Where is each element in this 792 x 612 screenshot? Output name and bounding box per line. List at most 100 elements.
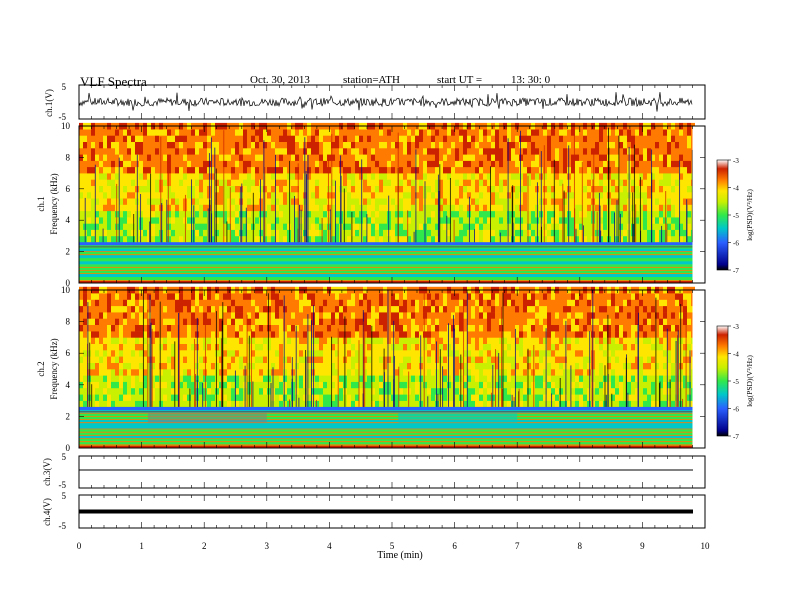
spectrogram-cell — [107, 166, 111, 174]
spectrogram-cell — [379, 135, 383, 142]
spectrogram-cell — [587, 154, 591, 161]
spectrogram-cell — [667, 204, 671, 212]
spectrogram-cell — [271, 312, 275, 319]
spectrogram-cell — [183, 305, 187, 313]
spectrogram-cell — [275, 400, 279, 408]
spectrogram-cell — [543, 154, 547, 161]
spectrogram-cell — [275, 318, 279, 325]
spectrogram-cell — [387, 135, 391, 142]
spectrogram-cell — [439, 235, 443, 243]
spectrogram-cell — [371, 141, 375, 149]
spectrogram-cell — [223, 179, 227, 186]
spectrogram-cell — [555, 135, 559, 142]
spectrogram-cell — [339, 135, 343, 142]
spectrogram-cell — [183, 331, 187, 338]
spectrogram-cell — [231, 185, 235, 193]
spectrogram-cell — [455, 135, 459, 142]
spectrogram-cell — [211, 198, 215, 205]
spectrogram-cell — [687, 160, 691, 168]
spectrogram-cell — [159, 343, 163, 351]
spectrogram-cell — [295, 293, 299, 300]
spectrogram-cell — [471, 204, 475, 212]
spectrogram-cell — [175, 331, 179, 338]
spectrogram-cell — [355, 135, 359, 142]
spectrogram-cell — [599, 198, 603, 205]
spectrogram-cell — [663, 217, 667, 224]
spectrogram-cell — [239, 350, 243, 357]
spectrogram-cell — [279, 381, 283, 389]
spectrogram-cell — [95, 293, 99, 300]
spectrogram-cell — [155, 204, 159, 212]
spectrogram-cell — [295, 160, 299, 168]
spectrogram-cell — [551, 154, 555, 161]
spectrogram-cell — [567, 141, 571, 149]
spectrogram-cell — [143, 388, 147, 395]
spectrogram-cell — [679, 235, 683, 243]
spectrogram-cell — [395, 135, 399, 142]
spectrogram-cell — [283, 388, 287, 395]
spectrogram-cell — [299, 312, 303, 319]
spectrogram-cell — [263, 293, 267, 300]
spectrogram-cell — [547, 191, 551, 199]
spectrogram-cell — [319, 299, 323, 307]
spectrogram-cell — [463, 166, 467, 174]
spectrogram-cell — [223, 135, 227, 142]
spectrogram-cell — [399, 135, 403, 142]
spectrogram-cell — [191, 129, 195, 136]
spectrogram-cell — [211, 173, 215, 180]
spectrogram-cell — [255, 179, 259, 186]
spectrogram-cell — [155, 375, 159, 382]
spectrogram-cell — [319, 400, 323, 408]
spectrogram-cell — [279, 179, 283, 186]
spectrogram-cell — [235, 179, 239, 186]
spectrogram-cell — [231, 362, 235, 370]
spectrogram-cell — [311, 299, 315, 307]
spectrogram-cell — [355, 305, 359, 313]
spectrogram-cell — [175, 135, 179, 142]
spectrogram-cell — [611, 223, 615, 230]
spectrogram-cell — [119, 166, 123, 174]
spectrogram-cell — [319, 129, 323, 136]
spectrogram-cell — [411, 229, 415, 237]
spectrogram-cell — [99, 223, 103, 230]
spectrogram-cell — [383, 229, 387, 237]
spectrogram-cell — [239, 362, 243, 370]
spectrogram-cell — [687, 148, 691, 155]
spectrogram-cell — [323, 223, 327, 230]
spectrogram-cell — [171, 235, 175, 243]
spectrogram-cell — [431, 235, 435, 243]
spectrogram-cell — [563, 191, 567, 199]
spectrogram-cell — [251, 179, 255, 186]
spectrogram-cell — [107, 312, 111, 319]
spectrogram-cell — [223, 394, 227, 401]
spectrogram-cell — [403, 305, 407, 313]
spectrogram-cell — [507, 166, 511, 174]
spectrogram-cell — [343, 148, 347, 155]
spectrogram-cell — [227, 160, 231, 168]
spectrogram-cell — [615, 179, 619, 186]
spectrogram-cell — [255, 343, 259, 351]
spectrogram-cell — [179, 369, 183, 376]
spectrogram-cell — [99, 400, 103, 408]
spectrogram-cell — [515, 135, 519, 142]
spectrogram-cell — [103, 141, 107, 149]
spectrogram-cell — [159, 318, 163, 325]
spectrogram-cell — [563, 160, 567, 168]
spectrogram-cell — [323, 388, 327, 395]
spectrogram-cell — [575, 229, 579, 237]
spectrogram-cell — [327, 375, 331, 382]
spectrogram-cell — [223, 299, 227, 307]
spectrogram-cell — [211, 185, 215, 193]
spectrogram-cell — [307, 375, 311, 382]
spectrogram-cell — [87, 305, 91, 313]
spectrogram-cell — [295, 324, 299, 332]
spectrogram-cell — [671, 160, 675, 168]
spectrogram-cell — [343, 293, 347, 300]
spectrogram-cell — [219, 204, 223, 212]
spectrogram-cell — [367, 324, 371, 332]
spectrogram-cell — [179, 305, 183, 313]
spectrogram-cell — [363, 179, 367, 186]
spectrogram-cell — [515, 217, 519, 224]
spectrogram-cell — [543, 191, 547, 199]
spectrogram-cell — [427, 356, 431, 363]
